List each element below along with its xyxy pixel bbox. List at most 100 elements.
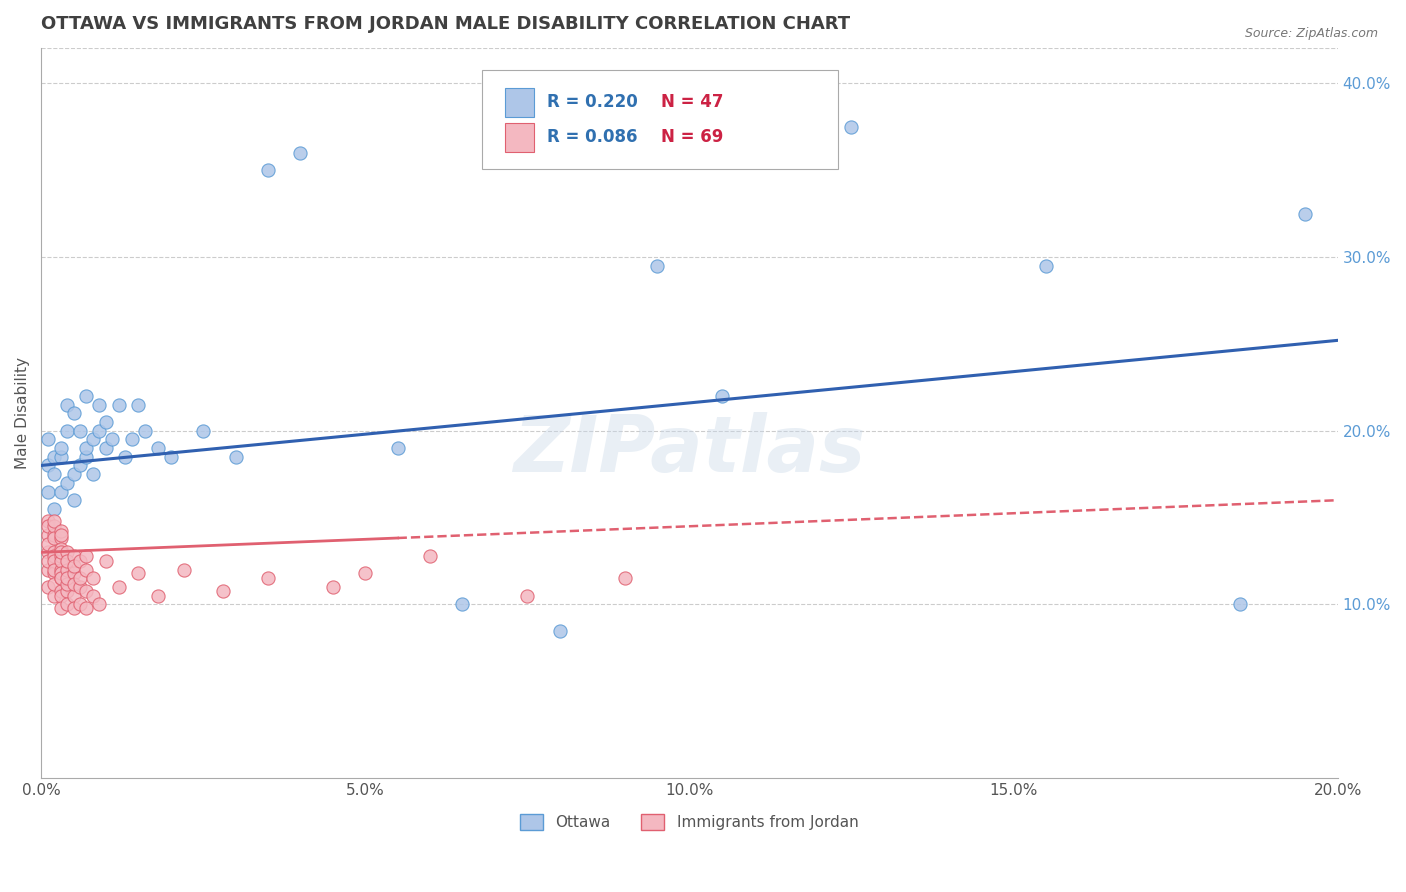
Point xyxy=(548,624,571,638)
Point xyxy=(1294,206,1316,220)
Point xyxy=(49,601,72,615)
Point xyxy=(49,450,72,464)
Point xyxy=(645,259,668,273)
Point xyxy=(49,528,72,542)
Point xyxy=(56,545,79,559)
Point xyxy=(1035,259,1057,273)
Point xyxy=(42,467,65,482)
Point xyxy=(62,566,84,581)
Point xyxy=(56,583,79,598)
Point xyxy=(451,598,474,612)
Point xyxy=(42,566,65,581)
Point xyxy=(62,559,84,574)
Point xyxy=(37,433,59,447)
Point xyxy=(322,580,344,594)
Point xyxy=(42,576,65,591)
Point xyxy=(37,554,59,568)
Point xyxy=(37,528,59,542)
Point xyxy=(42,514,65,528)
Point xyxy=(101,433,124,447)
Text: OTTAWA VS IMMIGRANTS FROM JORDAN MALE DISABILITY CORRELATION CHART: OTTAWA VS IMMIGRANTS FROM JORDAN MALE DI… xyxy=(41,15,851,33)
Point xyxy=(290,145,312,160)
Point xyxy=(56,424,79,438)
Point xyxy=(94,554,117,568)
Point xyxy=(69,424,91,438)
Point xyxy=(42,532,65,546)
Point xyxy=(89,598,111,612)
Point xyxy=(354,566,377,581)
Text: Source: ZipAtlas.com: Source: ZipAtlas.com xyxy=(1244,27,1378,40)
Point xyxy=(62,493,84,508)
Point xyxy=(37,580,59,594)
FancyBboxPatch shape xyxy=(482,70,838,169)
Point xyxy=(42,450,65,464)
Point xyxy=(76,389,98,403)
Point xyxy=(76,563,98,577)
Point xyxy=(37,484,59,499)
Point xyxy=(146,441,169,455)
Point xyxy=(49,571,72,585)
Point xyxy=(69,598,91,612)
Point xyxy=(42,549,65,563)
Point xyxy=(37,563,59,577)
Point xyxy=(49,524,72,539)
Point xyxy=(62,467,84,482)
Text: ZIPatlas: ZIPatlas xyxy=(513,412,866,488)
Point xyxy=(49,532,72,546)
Point xyxy=(49,583,72,598)
Point xyxy=(49,589,72,603)
Point xyxy=(42,554,65,568)
Point xyxy=(62,549,84,563)
Point xyxy=(49,441,72,455)
Point xyxy=(69,554,91,568)
Point xyxy=(257,163,280,178)
Point xyxy=(613,571,636,585)
Point xyxy=(94,441,117,455)
Y-axis label: Male Disability: Male Disability xyxy=(15,358,30,469)
Point xyxy=(146,589,169,603)
Point xyxy=(114,450,136,464)
Point xyxy=(127,566,149,581)
Point xyxy=(49,566,72,581)
Point xyxy=(62,589,84,603)
Point xyxy=(56,563,79,577)
Point xyxy=(56,576,79,591)
Text: R = 0.220: R = 0.220 xyxy=(547,94,637,112)
Point xyxy=(76,583,98,598)
Point xyxy=(37,514,59,528)
Text: R = 0.086: R = 0.086 xyxy=(547,128,637,146)
Point xyxy=(89,424,111,438)
Point xyxy=(56,475,79,490)
Point xyxy=(127,398,149,412)
Point xyxy=(49,549,72,563)
Point xyxy=(159,450,181,464)
Point xyxy=(82,433,104,447)
Point xyxy=(225,450,247,464)
Point xyxy=(69,571,91,585)
Text: N = 69: N = 69 xyxy=(661,128,723,146)
Point xyxy=(108,580,131,594)
Point xyxy=(62,576,84,591)
Point xyxy=(516,589,538,603)
Point xyxy=(121,433,143,447)
Point xyxy=(82,589,104,603)
Point xyxy=(37,545,59,559)
Point xyxy=(37,536,59,550)
Point xyxy=(49,563,72,577)
Point xyxy=(76,441,98,455)
Point xyxy=(56,554,79,568)
Point xyxy=(173,563,195,577)
Text: N = 47: N = 47 xyxy=(661,94,723,112)
Point xyxy=(49,541,72,556)
Point xyxy=(94,415,117,429)
Point xyxy=(42,519,65,533)
Point xyxy=(42,563,65,577)
Point xyxy=(211,583,233,598)
Point xyxy=(82,467,104,482)
Point xyxy=(89,398,111,412)
Point xyxy=(42,589,65,603)
Point xyxy=(37,458,59,473)
Point xyxy=(62,406,84,420)
Point xyxy=(56,398,79,412)
Point xyxy=(42,502,65,516)
